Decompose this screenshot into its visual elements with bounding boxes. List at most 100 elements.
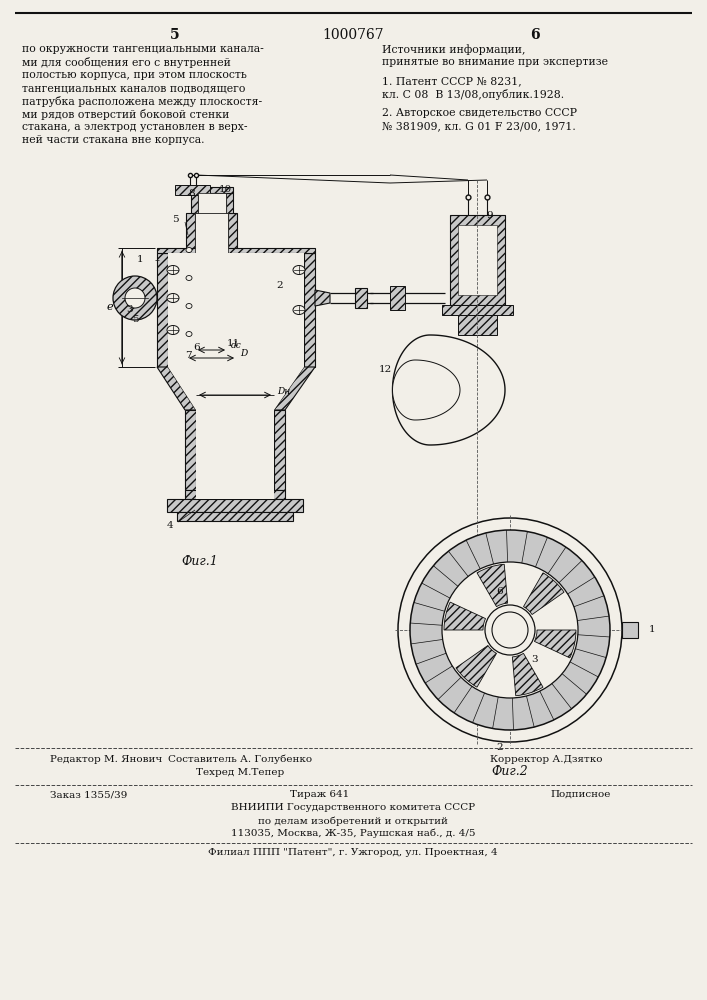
Circle shape xyxy=(410,530,610,730)
Text: Корректор А.Дзятко: Корректор А.Дзятко xyxy=(490,755,602,764)
Text: 4: 4 xyxy=(167,520,173,530)
Ellipse shape xyxy=(186,247,192,252)
Text: Филиал ППП "Патент", г. Ужгород, ул. Проектная, 4: Филиал ППП "Патент", г. Ужгород, ул. Про… xyxy=(208,848,498,857)
Text: ней части стакана вне корпуса.: ней части стакана вне корпуса. xyxy=(22,135,204,145)
Polygon shape xyxy=(442,305,513,315)
Polygon shape xyxy=(392,335,505,445)
Wedge shape xyxy=(513,653,543,696)
Polygon shape xyxy=(157,367,196,410)
Polygon shape xyxy=(177,512,293,521)
Polygon shape xyxy=(157,253,168,367)
Text: Подписное: Подписное xyxy=(550,790,610,799)
Text: Фиг.2: Фиг.2 xyxy=(491,765,528,778)
Ellipse shape xyxy=(167,294,179,302)
Polygon shape xyxy=(315,290,330,306)
Text: 6: 6 xyxy=(530,28,540,42)
Text: № 381909, кл. G 01 F 23/00, 1971.: № 381909, кл. G 01 F 23/00, 1971. xyxy=(382,121,575,131)
Polygon shape xyxy=(196,490,274,499)
Polygon shape xyxy=(167,499,303,512)
Text: Редактор М. Янович: Редактор М. Янович xyxy=(50,755,162,764)
Text: кл. С 08  В 13/08,опублик.1928.: кл. С 08 В 13/08,опублик.1928. xyxy=(382,89,564,100)
Text: по окружности тангенциальными канала-: по окружности тангенциальными канала- xyxy=(22,44,264,54)
Text: 3: 3 xyxy=(532,656,538,664)
Text: dc: dc xyxy=(231,342,242,351)
Ellipse shape xyxy=(186,332,192,336)
Wedge shape xyxy=(456,645,496,687)
Text: 2. Авторское свидетельство СССР: 2. Авторское свидетельство СССР xyxy=(382,108,577,118)
Text: 12: 12 xyxy=(378,365,392,374)
Polygon shape xyxy=(191,187,233,193)
Wedge shape xyxy=(534,630,576,658)
Polygon shape xyxy=(168,253,304,367)
Polygon shape xyxy=(304,253,315,367)
Polygon shape xyxy=(458,315,497,335)
Polygon shape xyxy=(168,367,304,410)
Polygon shape xyxy=(226,193,233,213)
Text: 2: 2 xyxy=(276,280,284,290)
Ellipse shape xyxy=(293,306,305,314)
Polygon shape xyxy=(390,286,405,310)
Text: ми рядов отверстий боковой стенки: ми рядов отверстий боковой стенки xyxy=(22,109,229,120)
Text: e: e xyxy=(107,302,113,312)
Circle shape xyxy=(125,288,145,308)
Polygon shape xyxy=(228,213,237,367)
Circle shape xyxy=(492,612,528,648)
Ellipse shape xyxy=(186,304,192,308)
Polygon shape xyxy=(185,410,196,490)
Ellipse shape xyxy=(293,265,305,274)
Circle shape xyxy=(113,276,157,320)
Text: 1. Патент СССР № 8231,: 1. Патент СССР № 8231, xyxy=(382,76,522,86)
Polygon shape xyxy=(196,410,274,490)
Wedge shape xyxy=(523,573,564,615)
Polygon shape xyxy=(186,367,237,376)
Text: патрубка расположена между плоскостя-: патрубка расположена между плоскостя- xyxy=(22,96,262,107)
Polygon shape xyxy=(186,213,195,367)
Text: ми для сообщения его с внутренней: ми для сообщения его с внутренней xyxy=(22,57,231,68)
Text: 5: 5 xyxy=(170,28,180,42)
Text: 1: 1 xyxy=(649,626,655,635)
Ellipse shape xyxy=(167,265,179,274)
Circle shape xyxy=(398,518,622,742)
Text: Фиг.1: Фиг.1 xyxy=(182,555,218,568)
Text: 1: 1 xyxy=(136,255,144,264)
Text: 8: 8 xyxy=(189,188,195,198)
Text: по делам изобретений и открытий: по делам изобретений и открытий xyxy=(258,816,448,826)
Polygon shape xyxy=(274,367,315,410)
Text: тангенциальных каналов подводящего: тангенциальных каналов подводящего xyxy=(22,83,245,93)
Text: Заказ 1355/39: Заказ 1355/39 xyxy=(50,790,127,799)
Wedge shape xyxy=(444,602,486,630)
Text: D: D xyxy=(240,350,247,359)
Text: 2: 2 xyxy=(497,744,503,752)
Text: 10: 10 xyxy=(218,186,232,194)
Polygon shape xyxy=(355,288,367,308)
Text: принятые во внимание при экспертизе: принятые во внимание при экспертизе xyxy=(382,57,608,67)
Text: 11: 11 xyxy=(226,340,240,349)
Polygon shape xyxy=(191,193,198,213)
Text: Тираж 641: Тираж 641 xyxy=(290,790,349,799)
Text: 6: 6 xyxy=(194,344,200,353)
Ellipse shape xyxy=(186,275,192,280)
Text: Техред М.Тепер: Техред М.Тепер xyxy=(196,768,284,777)
Text: 5: 5 xyxy=(172,216,178,225)
Polygon shape xyxy=(458,225,497,295)
Circle shape xyxy=(485,605,535,655)
Text: 113035, Москва, Ж-35, Раушская наб., д. 4/5: 113035, Москва, Ж-35, Раушская наб., д. … xyxy=(230,829,475,838)
Polygon shape xyxy=(157,248,315,253)
Text: 5: 5 xyxy=(132,316,139,324)
Polygon shape xyxy=(392,360,460,420)
Ellipse shape xyxy=(167,326,179,334)
Text: Dн: Dн xyxy=(277,386,290,395)
Text: 6: 6 xyxy=(497,587,503,596)
Wedge shape xyxy=(477,564,508,607)
Polygon shape xyxy=(198,193,226,213)
Text: Источники информации,: Источники информации, xyxy=(382,44,525,55)
Text: 9: 9 xyxy=(486,211,493,220)
Text: Составитель А. Голубенко: Составитель А. Голубенко xyxy=(168,755,312,764)
Circle shape xyxy=(442,562,578,698)
Polygon shape xyxy=(185,490,285,499)
Polygon shape xyxy=(450,215,505,305)
Text: 3: 3 xyxy=(127,306,134,314)
Polygon shape xyxy=(274,410,285,490)
Text: ВНИИПИ Государственного комитета СССР: ВНИИПИ Государственного комитета СССР xyxy=(231,803,475,812)
Text: 1000767: 1000767 xyxy=(322,28,384,42)
